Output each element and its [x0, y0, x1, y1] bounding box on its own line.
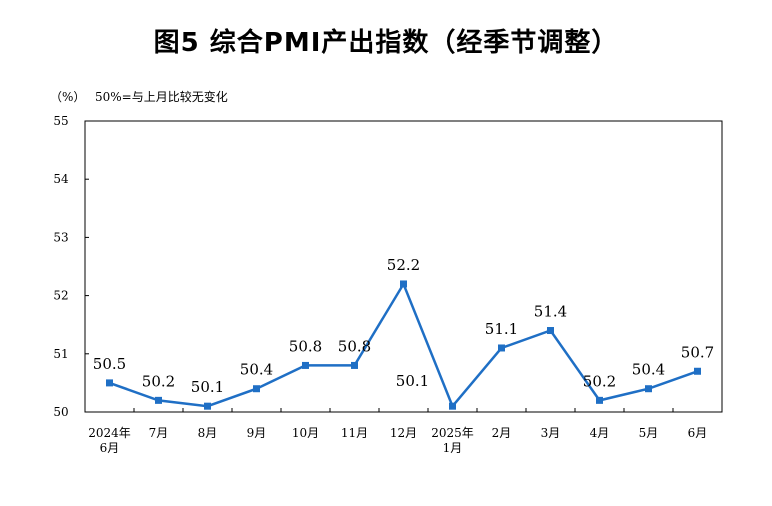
- data-label: 50.8: [338, 337, 371, 355]
- data-point-marker: [645, 385, 652, 393]
- data-point-marker: [547, 327, 554, 335]
- data-label: 50.1: [396, 372, 429, 390]
- data-label: 50.5: [93, 355, 126, 373]
- data-point-marker: [253, 385, 260, 393]
- x-tick-label: 3月: [541, 426, 561, 440]
- data-point-marker: [155, 396, 162, 404]
- chart-title: 图5 综合PMI产出指数（经季节调整）: [153, 28, 619, 58]
- data-label: 50.7: [681, 343, 714, 361]
- y-tick-label: 50: [53, 405, 68, 419]
- x-tick-label: 6月: [688, 426, 708, 440]
- data-point-marker: [694, 367, 701, 375]
- x-tick-label: 8月: [198, 426, 218, 440]
- data-label: 51.4: [534, 303, 567, 321]
- data-point-marker: [204, 402, 211, 410]
- unit-label: （%）: [50, 90, 85, 104]
- x-tick-label: 12月: [390, 426, 417, 440]
- data-point-marker: [400, 280, 407, 288]
- x-tick-label: 4月: [590, 426, 610, 440]
- data-label: 50.1: [191, 378, 224, 396]
- data-label: 50.4: [240, 361, 273, 379]
- data-label: 51.1: [485, 320, 518, 338]
- x-tick-label: 9月: [247, 426, 267, 440]
- baseline-note: 50%=与上月比较无变化: [95, 89, 228, 104]
- data-point-marker: [106, 379, 113, 387]
- y-tick-label: 53: [53, 230, 68, 244]
- data-label: 50.2: [583, 372, 616, 390]
- data-point-marker: [498, 344, 505, 352]
- x-tick-label: 5月: [639, 426, 659, 440]
- y-tick-label: 54: [53, 172, 69, 186]
- data-point-marker: [449, 402, 456, 410]
- y-tick-label: 52: [53, 289, 68, 303]
- y-tick-label: 55: [53, 114, 68, 128]
- data-point-marker: [596, 396, 603, 404]
- x-tick-label: 2月: [492, 426, 512, 440]
- data-point-marker: [351, 361, 358, 369]
- x-tick-label: 2025年 1月: [431, 426, 474, 455]
- data-label: 50.8: [289, 337, 322, 355]
- plot-area-frame: [84, 120, 723, 413]
- x-tick-label: 7月: [149, 426, 169, 440]
- data-point-marker: [302, 361, 309, 369]
- data-label: 52.2: [387, 256, 420, 274]
- y-tick-label: 51: [53, 347, 68, 361]
- x-tick-label: 10月: [292, 426, 319, 440]
- data-label: 50.4: [632, 361, 665, 379]
- x-tick-label: 2024年 6月: [88, 426, 131, 455]
- data-label: 50.2: [142, 372, 175, 390]
- x-tick-label: 11月: [341, 426, 368, 440]
